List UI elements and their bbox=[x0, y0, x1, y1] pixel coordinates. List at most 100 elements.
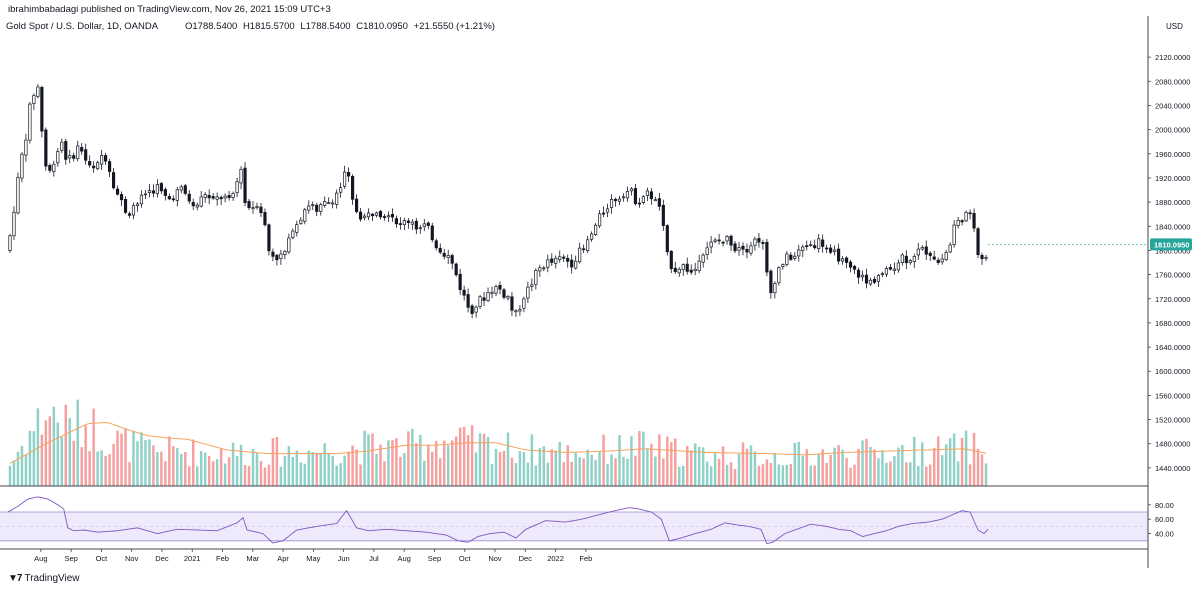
volume-bar bbox=[120, 433, 123, 486]
candle-body-down bbox=[104, 155, 108, 162]
time-tick-label: Oct bbox=[96, 554, 109, 563]
volume-bar bbox=[570, 461, 573, 486]
candle-body-down bbox=[498, 284, 502, 290]
candle-body-up bbox=[255, 206, 259, 208]
candles-pane[interactable] bbox=[8, 83, 988, 319]
candle-body-up bbox=[916, 248, 920, 256]
volume-bar bbox=[948, 438, 952, 486]
candle-body-up bbox=[793, 255, 797, 259]
volume-bar bbox=[56, 422, 60, 486]
chart-svg[interactable]: 2120.0000 2080.0000 2040.0000 2000.0000 1960… bbox=[0, 16, 1196, 568]
volume-bar bbox=[462, 426, 466, 486]
candle-body-down bbox=[462, 289, 466, 296]
candle-body-up bbox=[287, 237, 291, 253]
candle bbox=[335, 189, 339, 209]
candle-body-up bbox=[299, 219, 303, 224]
candle bbox=[785, 251, 789, 267]
volume-bar bbox=[132, 431, 135, 486]
candle-body-up bbox=[147, 190, 152, 193]
volume-bar bbox=[682, 465, 685, 486]
volume-bar bbox=[765, 459, 769, 486]
candle bbox=[80, 143, 84, 155]
candle-body-down bbox=[856, 269, 861, 278]
rsi-pane[interactable] bbox=[0, 496, 1148, 545]
candle bbox=[259, 202, 263, 217]
volume-bar bbox=[586, 449, 589, 486]
volume-bar bbox=[431, 451, 434, 486]
candle bbox=[590, 231, 594, 242]
candle bbox=[956, 216, 960, 229]
candle bbox=[171, 195, 175, 202]
candle bbox=[123, 196, 128, 215]
candle-body-up bbox=[753, 238, 757, 246]
candle-body-down bbox=[980, 255, 984, 260]
candle bbox=[777, 266, 781, 286]
candle-body-down bbox=[582, 248, 586, 251]
candle bbox=[518, 305, 522, 316]
candle bbox=[115, 185, 120, 196]
volume-bar bbox=[530, 434, 534, 486]
candle-body-up bbox=[817, 238, 821, 249]
candle-body-up bbox=[235, 181, 239, 194]
volume-bar bbox=[255, 452, 259, 486]
candle bbox=[354, 194, 359, 214]
candle bbox=[661, 199, 665, 231]
candle bbox=[311, 201, 315, 210]
volume-bar bbox=[861, 440, 864, 486]
volume-bar bbox=[36, 408, 40, 486]
volume-bar bbox=[267, 464, 271, 486]
candle-body-down bbox=[378, 211, 383, 218]
candle bbox=[741, 242, 745, 256]
candle bbox=[478, 294, 482, 309]
candle-body-up bbox=[558, 256, 562, 260]
candle-body-up bbox=[697, 260, 701, 272]
volume-bar bbox=[901, 445, 904, 486]
volume-bar bbox=[598, 451, 601, 486]
volume-bar bbox=[227, 457, 231, 486]
candle bbox=[279, 249, 283, 265]
volume-bar bbox=[347, 451, 350, 486]
candle-body-down bbox=[821, 239, 825, 247]
candle-body-up bbox=[203, 194, 207, 198]
volume-bar bbox=[753, 451, 757, 486]
candle bbox=[880, 271, 885, 278]
volume-bar bbox=[709, 466, 713, 486]
candle-body-up bbox=[319, 204, 323, 212]
candle bbox=[685, 257, 689, 275]
volume-bar bbox=[331, 455, 334, 486]
candle bbox=[526, 281, 530, 304]
tradingview-brand[interactable]: ▼7 TradingView bbox=[8, 573, 80, 584]
time-tick-label: Mar bbox=[246, 554, 259, 563]
volume-bar bbox=[610, 454, 613, 486]
price-tick-label: 2080.0000 bbox=[1155, 77, 1190, 86]
time-tick-label: Jul bbox=[369, 554, 379, 563]
candle bbox=[813, 239, 817, 250]
candle bbox=[534, 268, 538, 290]
volume-bar bbox=[865, 438, 868, 486]
time-tick-label: Nov bbox=[125, 554, 139, 563]
candle bbox=[673, 261, 677, 275]
volume-bar bbox=[148, 439, 151, 486]
candle bbox=[287, 233, 291, 254]
candle-body-down bbox=[976, 228, 980, 255]
volume-bar bbox=[211, 461, 215, 486]
volume-bar bbox=[239, 444, 243, 486]
candle-body-up bbox=[327, 202, 331, 204]
volume-bar bbox=[283, 455, 287, 486]
chart-frame[interactable]: 2120.0000 2080.0000 2040.0000 2000.0000 1960… bbox=[0, 16, 1196, 568]
candle-body-up bbox=[446, 255, 450, 258]
volume-bar bbox=[343, 455, 346, 486]
candle-body-up bbox=[143, 193, 148, 196]
candle bbox=[398, 217, 402, 230]
candle-body-down bbox=[936, 259, 940, 263]
volume-bar bbox=[136, 441, 139, 486]
volume-bar bbox=[466, 435, 470, 486]
volume-bar bbox=[116, 430, 119, 486]
volume-bar bbox=[972, 432, 976, 486]
time-tick-label: Feb bbox=[216, 554, 229, 563]
candle bbox=[904, 250, 908, 270]
candle-body-up bbox=[645, 190, 649, 196]
volume-bar bbox=[140, 432, 143, 486]
candle bbox=[386, 211, 391, 222]
volume-bar bbox=[299, 462, 303, 486]
